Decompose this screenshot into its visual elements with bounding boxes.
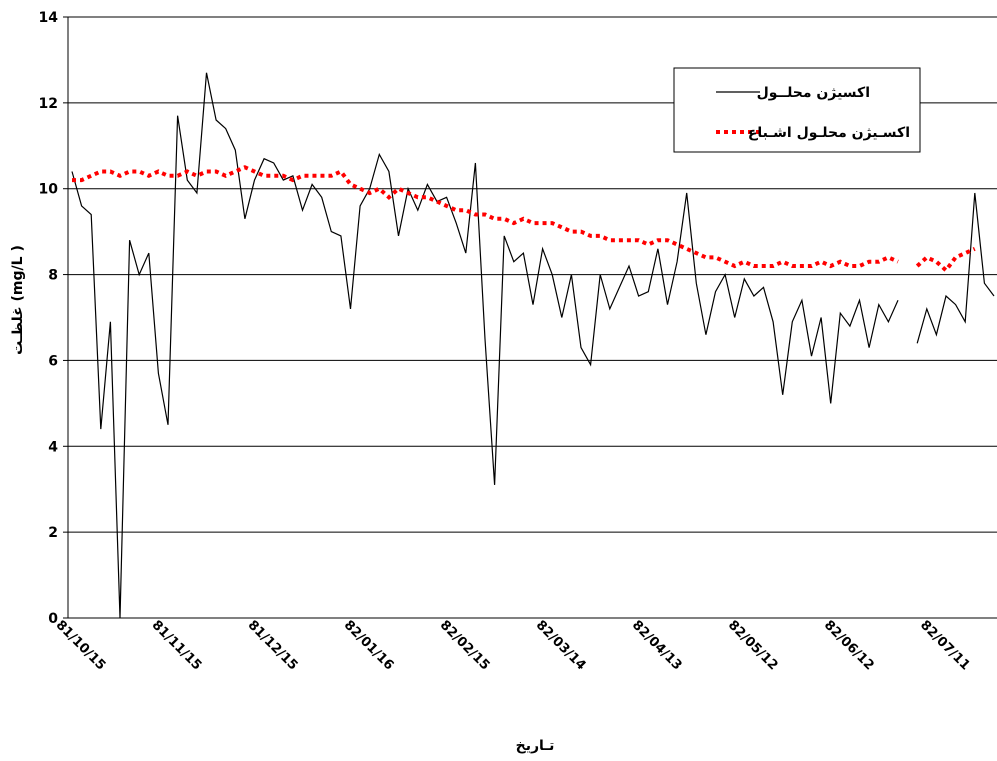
legend-label: اکسـیژن محلـول اشـباع	[748, 125, 910, 141]
legend-label: اکسیژن محلــول	[757, 85, 870, 101]
y-tick-label: 10	[39, 182, 59, 198]
y-tick-label: 2	[48, 525, 58, 541]
x-tick-label: 82/07/11	[917, 618, 973, 674]
x-tick-label: 81/11/15	[149, 618, 205, 674]
y-tick-label: 12	[39, 96, 58, 112]
x-tick-label: 82/03/14	[533, 618, 589, 674]
y-axis-label: غلظـت (mg/L )	[10, 245, 26, 355]
x-tick-label: 81/10/15	[53, 618, 109, 674]
x-tick-label: 82/05/12	[725, 618, 781, 674]
x-tick-label: 82/02/15	[437, 618, 493, 674]
y-tick-label: 4	[48, 439, 58, 455]
data-line	[71, 72, 995, 619]
y-tick-label: 8	[48, 268, 58, 284]
x-axis-label: تـاریخ	[516, 738, 555, 754]
y-tick-label: 14	[39, 10, 59, 26]
y-tick-label: 6	[48, 353, 58, 369]
y-tick-label: 0	[48, 611, 58, 627]
x-tick-label: 82/01/16	[341, 618, 397, 674]
legend-box	[673, 67, 921, 153]
x-tick-label: 82/04/13	[629, 618, 685, 674]
data-line	[72, 165, 976, 274]
x-tick-label: 81/12/15	[245, 618, 301, 674]
x-tick-label: 82/06/12	[821, 618, 877, 674]
